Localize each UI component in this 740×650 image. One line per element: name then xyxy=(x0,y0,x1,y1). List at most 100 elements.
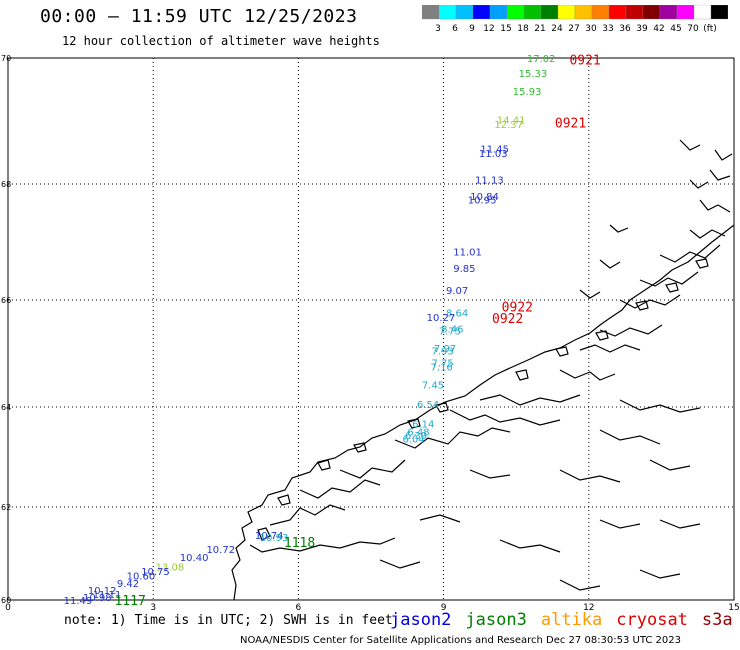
map-title: 00:00 – 11:59 UTC 12/25/2023 xyxy=(40,6,358,27)
wave-height-label: 8.64 xyxy=(446,308,468,319)
satellite-jason2: jason2 xyxy=(390,610,452,630)
footer-credit: NOAA/NESDIS Center for Satellite Applica… xyxy=(240,635,682,646)
wave-height-label: 11.13 xyxy=(475,176,504,187)
coastline-segment xyxy=(649,459,691,471)
wave-height-label: 6.48 xyxy=(407,428,429,439)
coastline-segment xyxy=(599,259,621,269)
legend-label: 9 xyxy=(469,24,475,34)
wave-height-label: 9.07 xyxy=(446,286,468,297)
legend-label: 33 xyxy=(602,24,613,34)
wave-height-label: 11.11 xyxy=(93,590,122,601)
wave-height-label: 10.12 xyxy=(88,586,117,597)
wave-height-label: 11.01 xyxy=(453,247,482,258)
coastline-segment xyxy=(695,258,709,269)
lon-label: 15 xyxy=(728,603,739,610)
graticule: 70 68 66 64 62 600 3 6 9 12 15 xyxy=(1,54,740,610)
coastline-segment xyxy=(714,149,733,161)
legend-label: 15 xyxy=(500,24,511,34)
coastline-segment xyxy=(479,394,581,406)
coastline-segment xyxy=(419,514,461,523)
wave-height-label: 10.93 xyxy=(260,533,289,544)
satellite-altika: altika xyxy=(540,610,603,630)
wave-height-label: 7.93 xyxy=(432,346,454,357)
legend-label: (ft) xyxy=(703,24,717,34)
wave-height-label: 17.02 xyxy=(527,54,556,65)
map-subtitle: 12 hour collection of altimeter wave hei… xyxy=(62,34,380,48)
coastline-segment xyxy=(609,224,629,233)
coastline-segment xyxy=(689,179,709,189)
wave-height-label: 11.49 xyxy=(64,596,93,607)
coastline-segment xyxy=(353,442,367,453)
coastline-segment xyxy=(619,294,681,309)
wave-height-label: 7.75 xyxy=(432,359,454,370)
lat-label: 60 xyxy=(1,596,11,605)
wave-height-label: 12.37 xyxy=(494,120,523,131)
wave-height-label: 6.39 xyxy=(405,431,427,442)
wave-height-label: 10.75 xyxy=(141,567,170,578)
wave-height-label: 11.03 xyxy=(479,149,508,160)
coastline-segment xyxy=(579,344,641,353)
lat-label: 68 xyxy=(1,180,11,189)
coastline-segment xyxy=(599,429,661,445)
coastline-segment xyxy=(709,169,731,181)
coastline-segment xyxy=(394,427,511,449)
coastline-segment xyxy=(639,271,699,287)
legend-label: 21 xyxy=(534,24,545,34)
pass-time-label: 1117 xyxy=(114,594,145,609)
legend-label: 70 xyxy=(687,24,699,34)
legend-label: 18 xyxy=(517,24,529,34)
coastline-segment xyxy=(435,402,449,413)
pass-time-label: 0922 xyxy=(502,300,533,315)
coastline-segment xyxy=(555,346,569,357)
legend-label: 3 xyxy=(435,24,441,34)
coastline-segment xyxy=(665,282,679,293)
coastline-segment xyxy=(599,519,641,529)
wave-height-label: 10.95 xyxy=(468,196,497,207)
coastline-segment xyxy=(635,300,649,311)
coastline-segment xyxy=(499,539,561,553)
coastline-segment xyxy=(269,504,346,526)
wave-height-label: 13.08 xyxy=(156,563,185,574)
coastline-segment xyxy=(299,479,381,499)
coastline-segment xyxy=(659,519,701,529)
lon-label: 12 xyxy=(583,603,594,610)
legend-label: 6 xyxy=(452,24,458,34)
coastline-segment xyxy=(559,579,601,591)
wave-height-label: 10.40 xyxy=(180,553,209,564)
legend-label: 42 xyxy=(653,24,664,34)
lon-label: 9 xyxy=(441,603,447,610)
legend-label: 45 xyxy=(670,24,681,34)
wave-height-label: 10.84 xyxy=(470,192,499,203)
coastline-segment xyxy=(689,229,726,239)
wave-height-label: 15.33 xyxy=(519,69,548,80)
coastline-segment xyxy=(257,527,271,541)
wave-height-label: 7.75 xyxy=(439,326,461,337)
coastline-segment xyxy=(699,199,731,213)
wave-height-label: 9.42 xyxy=(117,579,139,590)
map-frame xyxy=(7,57,735,601)
lat-label: 62 xyxy=(1,503,11,512)
satellite-legend: jason2 jason3 altika cryosat s3a xyxy=(390,610,740,630)
pass-time-label: 0922 xyxy=(492,312,523,327)
coastline-segment xyxy=(515,369,529,381)
coastline xyxy=(231,139,735,601)
coastline-segment xyxy=(407,418,421,429)
wave-height-label: 6.14 xyxy=(412,420,434,431)
wave-height-label: 10.74 xyxy=(255,531,284,542)
coastline-segment xyxy=(639,569,681,579)
wave-height-label: 10.27 xyxy=(427,313,456,324)
legend-label: 12 xyxy=(483,24,494,34)
legend-label: 39 xyxy=(636,24,648,34)
pass-time-label: 0921 xyxy=(569,53,600,68)
wave-height-label: 6.04 xyxy=(402,435,424,446)
wave-height-label: 6.54 xyxy=(417,400,439,411)
wave-height-label: 15.93 xyxy=(513,87,542,98)
pass-time-label: 1118 xyxy=(284,536,315,551)
satellite-cryosat: cryosat xyxy=(616,610,688,630)
legend-label: 24 xyxy=(551,24,563,34)
wave-height-label: 10.98 xyxy=(83,593,112,604)
lat-label: 66 xyxy=(1,296,11,305)
coastline-segment xyxy=(559,369,616,381)
coastline-segment xyxy=(599,324,663,337)
satellite-s3a: s3a xyxy=(701,610,733,630)
